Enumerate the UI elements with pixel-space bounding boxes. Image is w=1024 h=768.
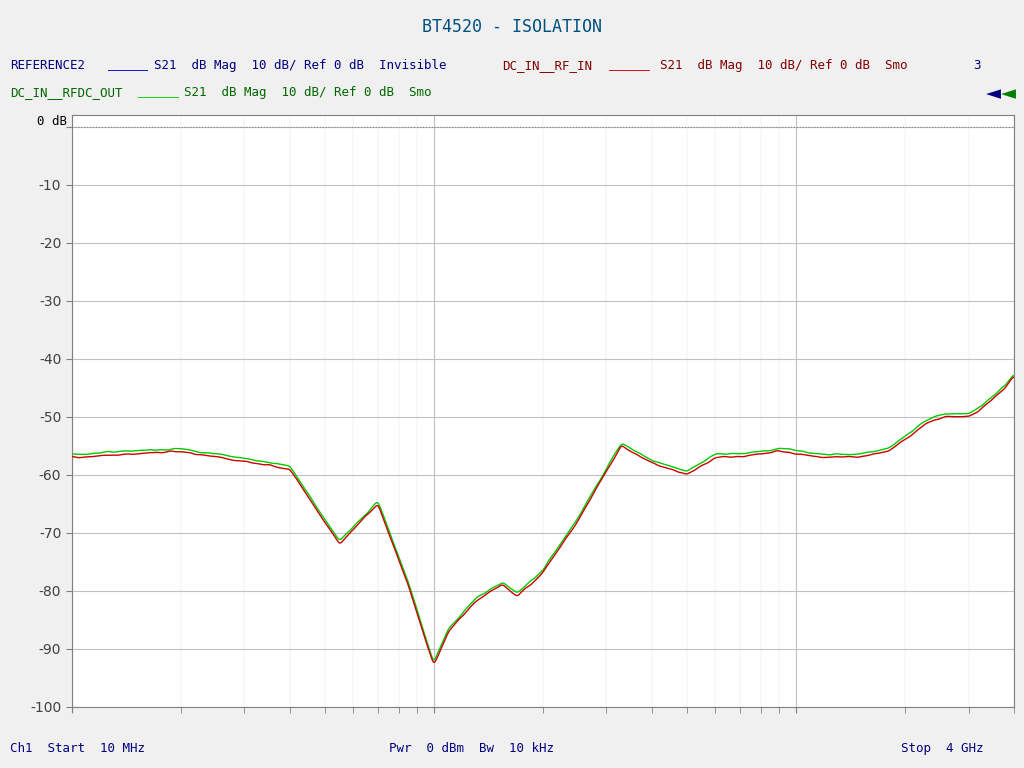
- Text: BT4520 - ISOLATION: BT4520 - ISOLATION: [422, 18, 602, 36]
- Text: DC_IN__RFDC_OUT: DC_IN__RFDC_OUT: [10, 86, 123, 98]
- Text: DC_IN__RF_IN: DC_IN__RF_IN: [502, 59, 592, 71]
- Text: ◄: ◄: [986, 84, 1001, 103]
- Text: Ch1  Start  10 MHz: Ch1 Start 10 MHz: [10, 743, 145, 755]
- Text: 0 dB: 0 dB: [37, 115, 67, 128]
- Text: Pwr  0 dBm  Bw  10 kHz: Pwr 0 dBm Bw 10 kHz: [389, 743, 554, 755]
- Text: 3: 3: [973, 59, 980, 71]
- Text: REFERENCE2: REFERENCE2: [10, 59, 85, 71]
- Text: ◄: ◄: [1000, 84, 1016, 103]
- Text: Stop  4 GHz: Stop 4 GHz: [901, 743, 984, 755]
- Text: S21  dB Mag  10 dB/ Ref 0 dB  Smo: S21 dB Mag 10 dB/ Ref 0 dB Smo: [184, 86, 432, 98]
- Text: S21  dB Mag  10 dB/ Ref 0 dB  Smo: S21 dB Mag 10 dB/ Ref 0 dB Smo: [660, 59, 908, 71]
- Text: S21  dB Mag  10 dB/ Ref 0 dB  Invisible: S21 dB Mag 10 dB/ Ref 0 dB Invisible: [154, 59, 446, 71]
